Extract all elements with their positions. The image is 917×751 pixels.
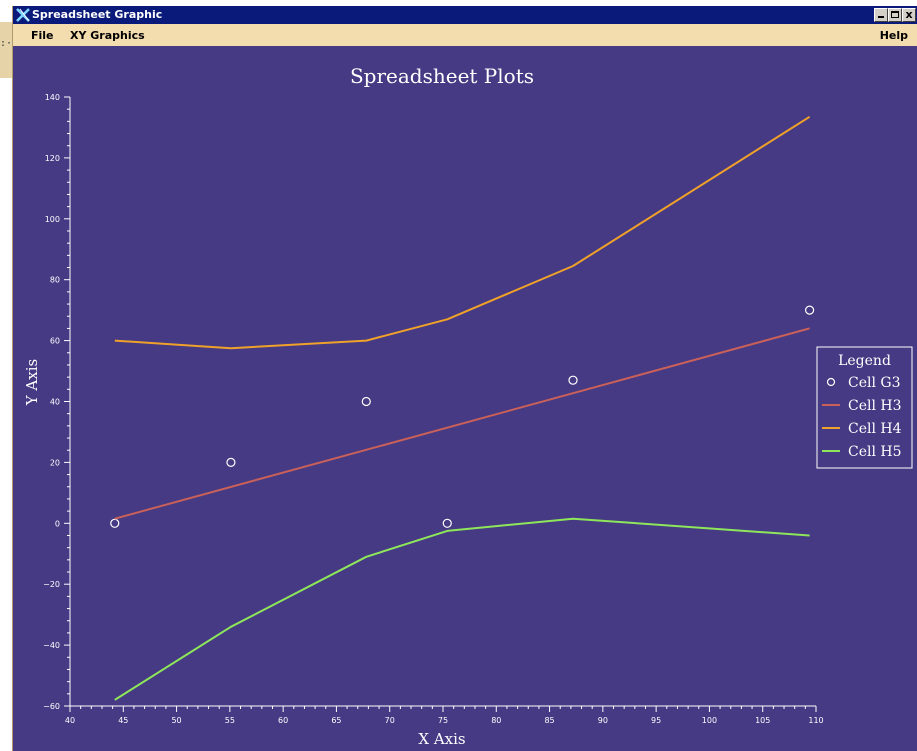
y-tick-label: 60 [50, 337, 60, 346]
cell-h3-line [114, 327, 810, 520]
window-title: Spreadsheet Graphic [32, 8, 163, 21]
cell-g3-point [442, 518, 452, 528]
x-tick-label: 110 [808, 716, 823, 725]
chart-title: Spreadsheet Plots [350, 64, 534, 88]
y-tick-label: 0 [55, 519, 60, 528]
cell-h5-line [114, 517, 810, 701]
spreadsheet-graphic-window: Spreadsheet Graphic x File XY Graphics H… [12, 6, 917, 751]
menu-bar: File XY Graphics Help [13, 24, 917, 46]
y-tick-label: 80 [50, 276, 60, 285]
maximize-button[interactable] [888, 8, 902, 22]
x-tick-label: 45 [118, 716, 128, 725]
legend-entry-cell-h4: Cell H4 [848, 421, 902, 437]
window-controls: x [874, 8, 916, 22]
minimize-button[interactable] [874, 8, 888, 22]
cell-g3-point [361, 396, 371, 407]
legend-entry-cell-h5: Cell H5 [848, 444, 902, 460]
legend-title: Legend [838, 353, 891, 369]
y-tick-label: 120 [45, 154, 60, 163]
desktop-dots: :· [0, 38, 13, 49]
close-button[interactable]: x [902, 8, 916, 22]
x-tick-label: 90 [598, 716, 608, 725]
x-tick-label: 80 [491, 716, 501, 725]
x-tick-label: 40 [65, 716, 75, 725]
x-tick-label: 85 [544, 716, 554, 725]
legend-box [816, 346, 913, 469]
legend-entry-cell-g3: Cell G3 [848, 375, 901, 391]
menu-help[interactable]: Help [879, 29, 908, 42]
cell-g3-point [226, 457, 236, 467]
legend-entry-cell-h3: Cell H3 [848, 398, 902, 414]
y-tick-label: 40 [50, 398, 60, 407]
legend: Legend Cell G3 Cell H3 Cell H4 Cell H5 [816, 346, 913, 469]
y-tick-label: 20 [50, 458, 60, 467]
x-tick-label: 70 [385, 716, 395, 725]
x-axis-label: X Axis [418, 730, 465, 748]
plot-area: Spreadsheet Plots X Axis Y Axis 40 45 50 55… [13, 46, 917, 751]
y-tick-label: 100 [45, 215, 60, 224]
cell-g3-point [110, 518, 120, 528]
x-tick-label: 65 [331, 716, 341, 725]
y-tick-label: −20 [43, 580, 60, 589]
y-tick-label: 140 [45, 93, 60, 102]
cell-h4-line [114, 115, 811, 350]
spreadsheet-chart: Spreadsheet Plots X Axis Y Axis 40 45 50 55… [23, 64, 913, 748]
x-tick-label: 95 [651, 716, 661, 725]
menu-file[interactable]: File [31, 29, 54, 42]
x-tick-label: 55 [225, 716, 235, 725]
cell-g3-point [568, 375, 578, 385]
series [110, 115, 815, 701]
x-tick-label: 105 [755, 716, 770, 725]
x-logo-icon [16, 8, 30, 22]
x-tick-label: 60 [278, 716, 288, 725]
y-axis-label: Y Axis [23, 359, 41, 406]
x-tick-label: 75 [438, 716, 448, 725]
legend-swatch-cell-g3 [826, 377, 836, 387]
menu-xy-graphics[interactable]: XY Graphics [70, 29, 145, 42]
title-bar[interactable]: Spreadsheet Graphic x [13, 6, 917, 24]
axes: 40 45 50 55 60 65 70 75 80 85 90 95 100 105 110 −60 −40 −… [43, 93, 824, 725]
desktop-strip-left: :· [0, 0, 13, 751]
x-tick-label: 100 [702, 716, 717, 725]
cell-g3-point [805, 305, 815, 315]
y-tick-label: −40 [43, 641, 60, 650]
y-tick-label: −60 [43, 702, 60, 711]
x-tick-label: 50 [171, 716, 181, 725]
